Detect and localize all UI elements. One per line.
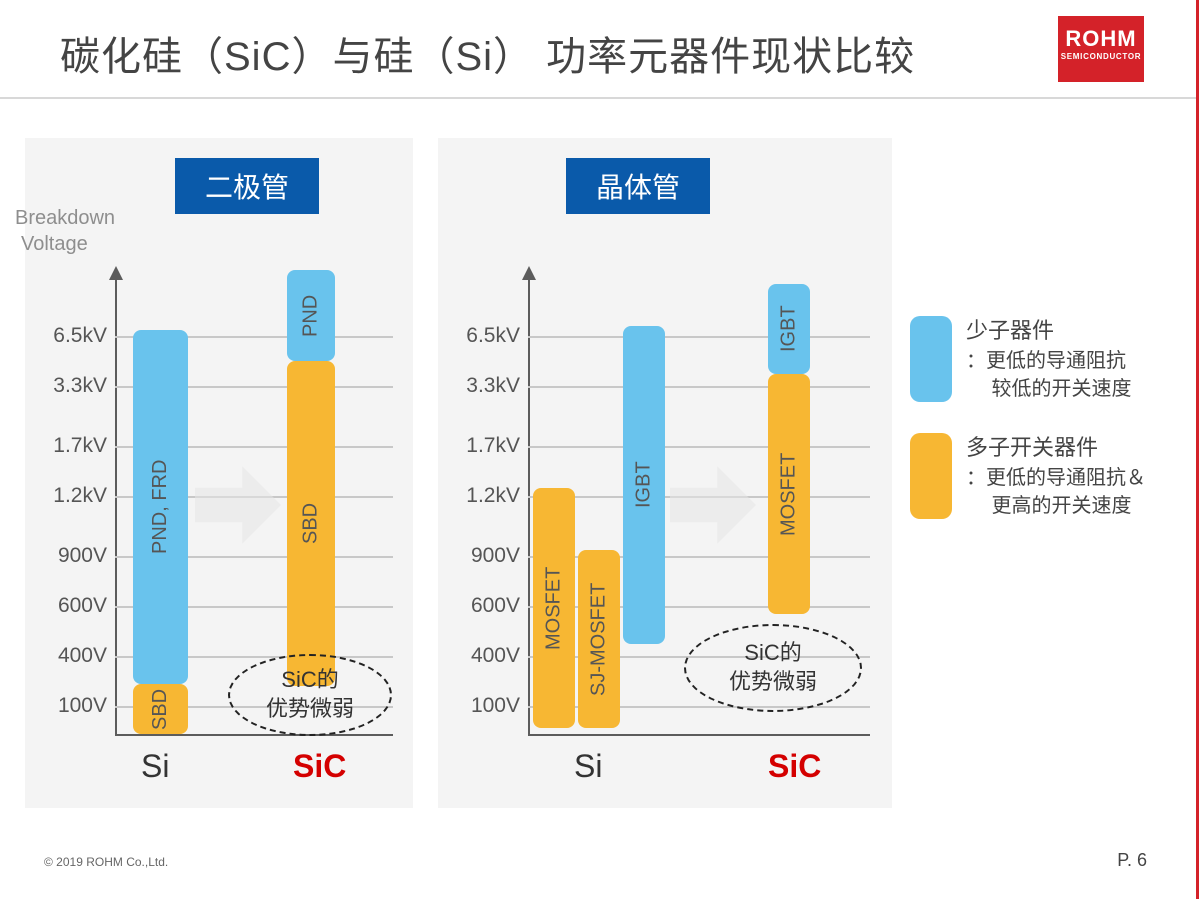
tick-line	[528, 386, 870, 388]
chart-bar: IGBT	[623, 326, 665, 644]
tick-label: 1.2kV	[25, 484, 107, 508]
y-axis	[528, 278, 530, 734]
tick-label: 400V	[438, 644, 520, 668]
chart-bar: SBD	[133, 684, 188, 734]
y-axis-arrowhead	[522, 266, 536, 280]
legend: 少子器件 ：更低的导通阻抗 较低的开关速度 多子开关器件 ：更低的导通阻抗＆ 更…	[910, 316, 1190, 550]
tick-label: 1.7kV	[438, 434, 520, 458]
y-axis-arrowhead	[109, 266, 123, 280]
chart-bar-label: SBD	[287, 361, 335, 686]
transition-arrow-icon	[670, 466, 756, 549]
legend-swatch-yellow	[910, 433, 952, 519]
legend-text-minority: 少子器件 ：更低的导通阻抗 较低的开关速度	[966, 316, 1132, 403]
chart-bar-label: IGBT	[623, 326, 665, 644]
legend-swatch-blue	[910, 316, 952, 402]
tick-label: 1.7kV	[25, 434, 107, 458]
tick-label: 600V	[25, 594, 107, 618]
legend-item-minority: 少子器件 ：更低的导通阻抗 较低的开关速度	[910, 316, 1190, 403]
x-label-si: Si	[141, 748, 169, 785]
y-axis-title: BreakdownVoltage	[15, 205, 115, 257]
tick-label: 100V	[25, 694, 107, 718]
tick-label: 900V	[438, 544, 520, 568]
chart-bar-label: SBD	[133, 684, 188, 734]
rohm-logo: ROHM SEMICONDUCTOR	[1058, 16, 1144, 82]
y-axis	[115, 278, 117, 734]
tick-label: 600V	[438, 594, 520, 618]
logo-line2: SEMICONDUCTOR	[1058, 52, 1144, 61]
chart-diode: BreakdownVoltage 6.5kV3.3kV1.7kV1.2kV900…	[25, 206, 413, 808]
x-label-sic: SiC	[768, 748, 821, 785]
x-axis	[115, 734, 393, 736]
chart-bar-label: PND, FRD	[133, 330, 188, 684]
tick-label: 6.5kV	[25, 324, 107, 348]
chart-bar: IGBT	[768, 284, 810, 374]
legend-item-majority: 多子开关器件 ：更低的导通阻抗＆ 更高的开关速度	[910, 433, 1190, 520]
header-divider	[0, 97, 1199, 99]
tick-line	[528, 336, 870, 338]
page-number: P. 6	[1117, 850, 1147, 871]
chart-bar-label: MOSFET	[768, 374, 810, 614]
chart-bar-label: PND	[287, 270, 335, 361]
chart-bar: SBD	[287, 361, 335, 686]
tick-label: 900V	[25, 544, 107, 568]
tick-label: 3.3kV	[25, 374, 107, 398]
chart-bar: SJ-MOSFET	[578, 550, 620, 728]
copyright: © 2019 ROHM Co.,Ltd.	[44, 855, 168, 869]
tick-label: 100V	[438, 694, 520, 718]
chart-bar: MOSFET	[533, 488, 575, 728]
chart-bar-label: SJ-MOSFET	[578, 550, 620, 728]
chart-transistor: 6.5kV 3.3kV 1.7kV 1.2kV 900V 600V 400V 100V MOSF…	[438, 206, 892, 808]
tick-label: 3.3kV	[438, 374, 520, 398]
panel-transistor: 晶体管 6.5kV3.3kV1.7kV1.2kV900V600V400V100V…	[438, 138, 892, 808]
tick-line	[528, 446, 870, 448]
sic-callout: SiC的优势微弱	[684, 624, 862, 712]
chart-bar-label: IGBT	[768, 284, 810, 374]
tick-label: 400V	[25, 644, 107, 668]
x-label-sic: SiC	[293, 748, 346, 785]
transition-arrow-icon	[195, 466, 281, 549]
legend-text-majority: 多子开关器件 ：更低的导通阻抗＆ 更高的开关速度	[966, 433, 1146, 520]
logo-line1: ROHM	[1058, 16, 1144, 52]
page-title: 碳化硅（SiC）与硅（Si） 功率元器件现状比较	[60, 24, 915, 82]
x-axis	[528, 734, 870, 736]
chart-bar: MOSFET	[768, 374, 810, 614]
chart-bar: PND, FRD	[133, 330, 188, 684]
tick-label: 1.2kV	[438, 484, 520, 508]
tick-label: 6.5kV	[438, 324, 520, 348]
chart-bar: PND	[287, 270, 335, 361]
chart-bar-label: MOSFET	[533, 488, 575, 728]
sic-callout: SiC的优势微弱	[228, 654, 392, 736]
x-label-si: Si	[574, 748, 602, 785]
panel-diode: 二极管 BreakdownVoltage 6.5kV3.3kV1.7kV1.2k…	[25, 138, 413, 808]
